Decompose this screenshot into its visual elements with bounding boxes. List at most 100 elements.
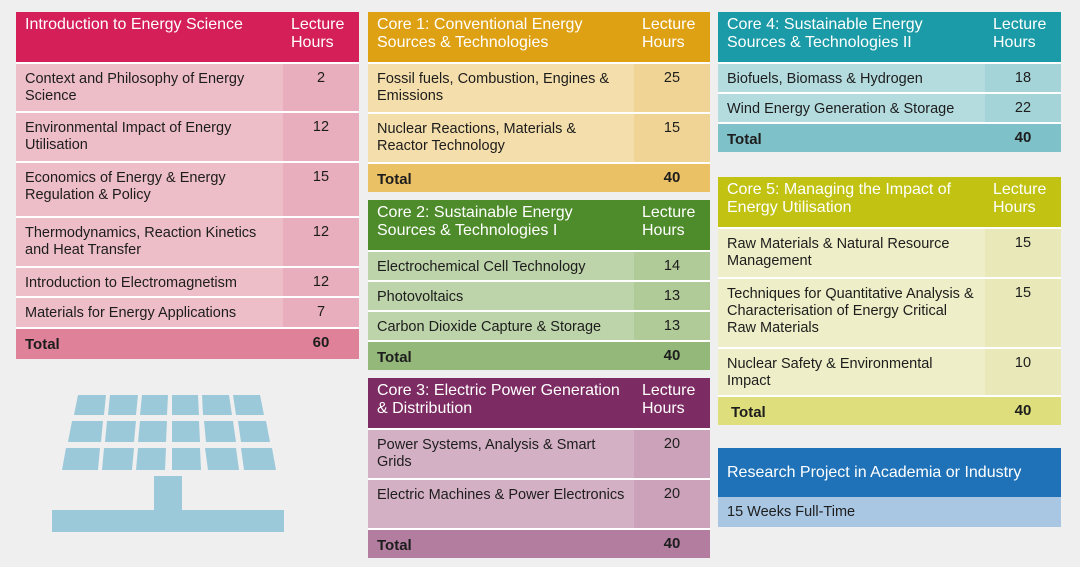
total-label: Total — [377, 537, 412, 554]
row-hours: 20 — [634, 480, 710, 528]
table-row: Introduction to Electromagnetism 12 — [16, 266, 359, 296]
total-value: 60 — [312, 334, 330, 351]
table-row: Nuclear Reactions, Materials & Reactor T… — [368, 112, 710, 162]
row-name: Techniques for Quantitative Analysis & C… — [727, 286, 974, 336]
row-name: Electrochemical Cell Technology — [377, 259, 586, 275]
row-hours: 15 — [985, 229, 1061, 277]
row-name: Thermodynamics, Reaction Kinetics and He… — [25, 225, 257, 258]
total-row: Total 60 — [16, 327, 359, 359]
core3-table: Core 3: Electric Power Generation & Dist… — [368, 378, 710, 558]
core2-table: Core 2: Sustainable Energy Sources & Tec… — [368, 200, 710, 370]
total-row: Total 40 — [718, 395, 1061, 425]
row-name: Economics of Energy & Energy Regulation … — [25, 170, 226, 203]
total-label: Total — [377, 171, 412, 188]
core3-title: Core 3: Electric Power Generation & Dist… — [377, 382, 620, 417]
core4-table: Core 4: Sustainable Energy Sources & Tec… — [718, 12, 1061, 152]
solar-panel-icon — [52, 395, 284, 532]
intro-table: Introduction to Energy Science Lecture H… — [16, 12, 359, 359]
table-row: Wind Energy Generation & Storage 22 — [718, 92, 1061, 122]
table-row: Techniques for Quantitative Analysis & C… — [718, 277, 1061, 347]
table-row: Carbon Dioxide Capture & Storage 13 — [368, 310, 710, 340]
row-hours: 12 — [283, 268, 359, 296]
intro-header: Introduction to Energy Science Lecture H… — [16, 12, 359, 62]
row-hours: 10 — [985, 349, 1061, 395]
table-row: Environmental Impact of Energy Utilisati… — [16, 111, 359, 161]
row-name: Photovoltaics — [377, 289, 464, 305]
row-hours: 2 — [283, 64, 359, 111]
row-hours: 13 — [634, 282, 710, 310]
row-hours: 25 — [634, 64, 710, 112]
total-value: 40 — [1014, 129, 1032, 146]
total-label: Total — [727, 131, 762, 148]
total-value: 40 — [663, 535, 681, 552]
table-row: Context and Philosophy of Energy Science… — [16, 62, 359, 111]
table-row: Economics of Energy & Energy Regulation … — [16, 161, 359, 216]
row-name: Electric Machines & Power Electronics — [377, 487, 625, 503]
table-row: Nuclear Safety & Environmental Impact 10 — [718, 347, 1061, 395]
table-row: Thermodynamics, Reaction Kinetics and He… — [16, 216, 359, 266]
row-name: Nuclear Reactions, Materials & Reactor T… — [377, 121, 577, 154]
research-subtitle: 15 Weeks Full-Time — [718, 497, 1061, 527]
row-name: Raw Materials & Natural Resource Managem… — [727, 236, 950, 269]
core4-header: Core 4: Sustainable Energy Sources & Tec… — [718, 12, 1061, 62]
total-row: Total 40 — [368, 340, 710, 370]
row-hours: 7 — [283, 298, 359, 327]
table-row: Electrochemical Cell Technology 14 — [368, 250, 710, 280]
table-row: Biofuels, Biomass & Hydrogen 18 — [718, 62, 1061, 92]
total-value: 40 — [663, 169, 681, 186]
core5-title: Core 5: Managing the Impact of Energy Ut… — [727, 181, 952, 216]
total-label: Total — [25, 336, 60, 353]
row-name: Introduction to Electromagnetism — [25, 275, 237, 291]
research-panel: Research Project in Academia or Industry… — [718, 448, 1061, 527]
row-hours: 13 — [634, 312, 710, 340]
core1-table: Core 1: Conventional Energy Sources & Te… — [368, 12, 710, 192]
core2-title: Core 2: Sustainable Energy Sources & Tec… — [377, 204, 573, 239]
core5-header: Core 5: Managing the Impact of Energy Ut… — [718, 177, 1061, 227]
table-row: Fossil fuels, Combustion, Engines & Emis… — [368, 62, 710, 112]
row-hours: 12 — [283, 218, 359, 266]
table-row: Materials for Energy Applications 7 — [16, 296, 359, 327]
core3-header: Core 3: Electric Power Generation & Dist… — [368, 378, 710, 428]
intro-title: Introduction to Energy Science — [25, 16, 243, 33]
total-value: 40 — [663, 347, 681, 364]
row-hours: 20 — [634, 430, 710, 478]
core5-hours-label: Lecture Hours — [993, 181, 1047, 216]
total-label: Total — [731, 404, 766, 421]
row-name: Wind Energy Generation & Storage — [727, 101, 955, 117]
row-hours: 15 — [985, 279, 1061, 347]
total-row: Total 40 — [718, 122, 1061, 152]
row-name: Biofuels, Biomass & Hydrogen — [727, 71, 923, 87]
row-hours: 14 — [634, 252, 710, 280]
research-title: Research Project in Academia or Industry — [718, 448, 1061, 497]
total-row: Total 40 — [368, 162, 710, 192]
total-value: 40 — [1014, 402, 1032, 419]
core2-hours-label: Lecture Hours — [642, 204, 696, 239]
table-row: Power Systems, Analysis & Smart Grids 20 — [368, 428, 710, 478]
row-hours: 15 — [634, 114, 710, 162]
table-row: Photovoltaics 13 — [368, 280, 710, 310]
row-hours: 22 — [985, 94, 1061, 122]
core4-title: Core 4: Sustainable Energy Sources & Tec… — [727, 16, 923, 51]
table-row: Electric Machines & Power Electronics 20 — [368, 478, 710, 528]
core1-header: Core 1: Conventional Energy Sources & Te… — [368, 12, 710, 62]
total-label: Total — [377, 349, 412, 366]
row-hours: 12 — [283, 113, 359, 161]
total-row: Total 40 — [368, 528, 710, 558]
intro-hours-label: Lecture Hours — [291, 16, 345, 51]
table-row: Raw Materials & Natural Resource Managem… — [718, 227, 1061, 277]
core1-hours-label: Lecture Hours — [642, 16, 696, 51]
row-hours: 18 — [985, 64, 1061, 92]
core4-hours-label: Lecture Hours — [993, 16, 1047, 51]
core3-hours-label: Lecture Hours — [642, 382, 696, 417]
core1-title: Core 1: Conventional Energy Sources & Te… — [377, 16, 583, 51]
core2-header: Core 2: Sustainable Energy Sources & Tec… — [368, 200, 710, 250]
row-name: Environmental Impact of Energy Utilisati… — [25, 120, 232, 153]
row-name: Materials for Energy Applications — [25, 305, 237, 321]
row-name: Context and Philosophy of Energy Science — [25, 71, 245, 104]
row-name: Fossil fuels, Combustion, Engines & Emis… — [377, 71, 610, 104]
row-name: Nuclear Safety & Environmental Impact — [727, 356, 933, 389]
core5-table: Core 5: Managing the Impact of Energy Ut… — [718, 177, 1061, 425]
row-name: Carbon Dioxide Capture & Storage — [377, 319, 602, 335]
row-hours: 15 — [283, 163, 359, 216]
row-name: Power Systems, Analysis & Smart Grids — [377, 437, 596, 470]
